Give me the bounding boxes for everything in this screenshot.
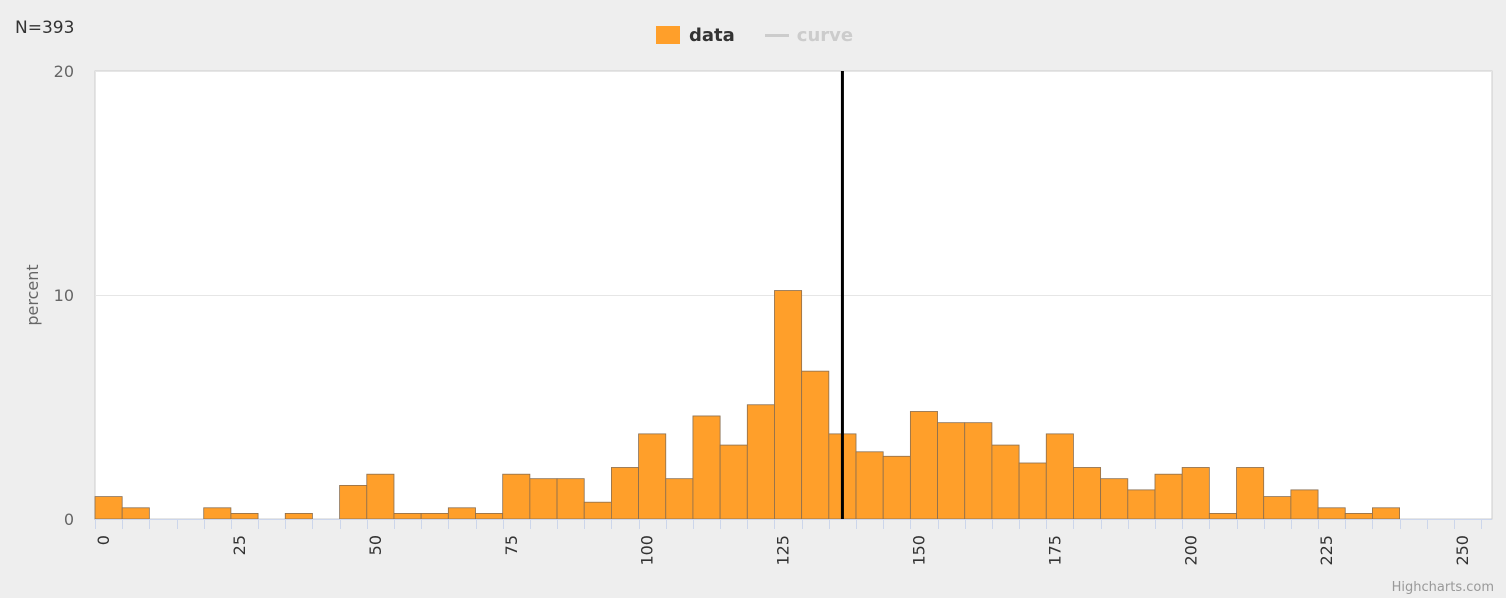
histogram-bar xyxy=(529,478,558,520)
histogram-bar xyxy=(94,496,123,520)
histogram-bar xyxy=(746,404,775,520)
x-tick-label: 50 xyxy=(366,535,385,555)
histogram-bar xyxy=(665,478,694,520)
legend-curve-swatch xyxy=(764,33,789,37)
histogram-bar xyxy=(1018,462,1047,520)
legend: data curve xyxy=(656,24,883,46)
histogram-bar xyxy=(203,507,232,520)
histogram-bar xyxy=(583,501,612,520)
x-tick-label: 200 xyxy=(1181,535,1200,566)
histogram-bar xyxy=(556,478,585,520)
highcharts-credit[interactable]: Highcharts.com xyxy=(1391,580,1494,595)
histogram-bar xyxy=(1236,467,1265,520)
y-axis-title: percent xyxy=(23,264,42,325)
histogram-bar xyxy=(1127,489,1156,520)
histogram-bar xyxy=(1073,467,1102,520)
y-tick-label: 20 xyxy=(54,62,74,81)
x-tick-label: 175 xyxy=(1045,535,1064,566)
sample-size-label: N=393 xyxy=(15,18,75,38)
histogram-bar xyxy=(1154,473,1183,520)
histogram-bar xyxy=(1263,496,1292,520)
histogram-bar xyxy=(1317,507,1346,520)
histogram-bar xyxy=(447,507,476,520)
histogram-bar xyxy=(855,451,884,520)
histogram-bar xyxy=(882,455,911,520)
legend-data-swatch xyxy=(656,26,680,44)
x-tick-label: 100 xyxy=(638,535,657,566)
x-tick-label: 0 xyxy=(94,535,113,545)
x-tick-label: 150 xyxy=(910,535,929,566)
histogram-bar xyxy=(1344,513,1373,520)
histogram-bar xyxy=(475,513,504,520)
legend-item-data[interactable]: data xyxy=(656,25,735,46)
histogram-bar xyxy=(774,290,803,520)
histogram-bar xyxy=(1372,507,1400,520)
histogram-bar xyxy=(692,415,721,520)
x-tick-label: 75 xyxy=(502,535,521,555)
x-tick-label: 25 xyxy=(230,535,249,555)
histogram-bar xyxy=(719,444,748,520)
x-tick-label: 125 xyxy=(774,535,793,566)
histogram-bar xyxy=(1290,489,1319,520)
histogram-bar xyxy=(991,444,1020,520)
histogram-bar xyxy=(502,473,531,520)
histogram-bar xyxy=(284,513,313,520)
histogram-bar xyxy=(1045,433,1074,520)
y-tick-label: 0 xyxy=(64,510,74,529)
histogram-bar xyxy=(909,411,938,520)
histogram-bar xyxy=(366,473,395,520)
histogram-bar xyxy=(1100,478,1129,520)
histogram-bar xyxy=(420,513,449,520)
histogram-bar xyxy=(964,422,993,520)
legend-item-curve[interactable]: curve xyxy=(764,24,854,46)
histogram-bar xyxy=(638,433,667,520)
legend-data-label: data xyxy=(689,24,735,46)
histogram-bar xyxy=(230,513,259,520)
legend-curve-label: curve xyxy=(796,24,854,46)
x-tick-label: 225 xyxy=(1317,535,1336,566)
histogram-bar xyxy=(339,484,368,520)
histogram-bar xyxy=(121,507,150,520)
histogram-bar xyxy=(801,370,830,520)
histogram-bar xyxy=(611,467,639,520)
histogram-bar xyxy=(1208,513,1237,520)
x-tick-label: 250 xyxy=(1453,535,1472,566)
y-tick-label: 10 xyxy=(54,286,74,305)
histogram-bar xyxy=(393,513,422,520)
histogram-bar xyxy=(937,422,966,520)
histogram-bar xyxy=(1181,467,1210,520)
